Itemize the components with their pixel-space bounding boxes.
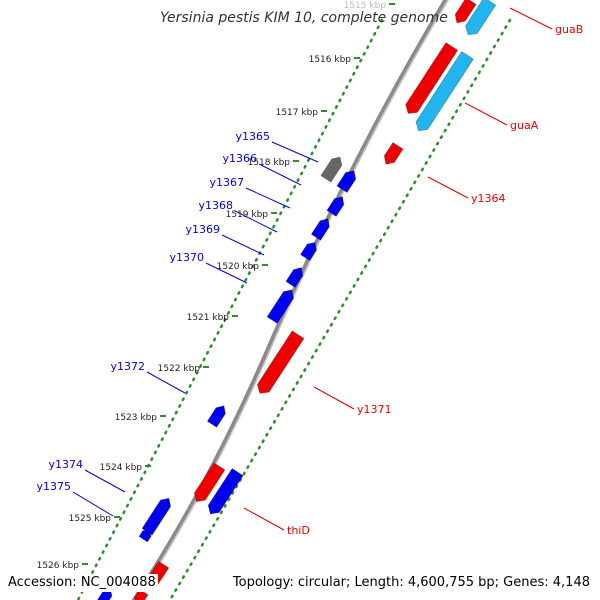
kbp-label: 1520 kbp: [217, 262, 260, 272]
forward-gene-glyph-shape: [326, 196, 345, 217]
gene-label-y1364[interactable]: y1364: [471, 192, 506, 205]
gene-leader-line: [146, 371, 186, 394]
position-tick-track: [76, 18, 384, 600]
reverse-gene-glyph-shape: [405, 42, 459, 114]
kbp-label: 1519 kbp: [226, 210, 269, 220]
gene-label-y1372[interactable]: y1372: [110, 360, 145, 373]
gene-leader-line: [243, 507, 285, 531]
accession-label: Accession: NC_004088: [6, 574, 158, 592]
forward-gene-glyph-shape: [336, 170, 357, 193]
forward-gene-glyph-shape: [310, 218, 330, 241]
gene-label-guaA[interactable]: guaA: [510, 119, 539, 132]
reverse-gene-glyph-shape: [383, 142, 404, 165]
gene-leader-line: [221, 234, 265, 256]
forward-gene-glyph: [336, 170, 357, 193]
cyan-track-glyph: [465, 0, 497, 36]
reverse-gene-glyph: [194, 462, 226, 502]
gene-leader-line: [258, 163, 302, 186]
reverse-gene-glyph-shape: [194, 462, 226, 502]
gene-leader-line: [205, 262, 248, 284]
reverse-gene-glyph: [207, 468, 244, 515]
forward-gene-glyph-shape: [320, 156, 343, 183]
kbp-label: 1524 kbp: [100, 463, 143, 473]
gene-leader-line: [271, 141, 319, 163]
kbp-label: 1525 kbp: [69, 514, 112, 524]
kbp-label: 1516 kbp: [309, 55, 352, 65]
forward-gene-glyph: [141, 497, 171, 536]
cyan-track-glyph-shape: [465, 0, 497, 36]
forward-gene-glyph: [206, 405, 226, 428]
gene-label-y1365[interactable]: y1365: [235, 130, 270, 143]
gene-label-y1371[interactable]: y1371: [357, 403, 392, 416]
summary-label: Topology: circular; Length: 4,600,755 bp…: [230, 574, 592, 592]
reverse-gene-glyph: [257, 330, 305, 394]
outer-tick-track: [168, 18, 512, 600]
gene-label-thiD[interactable]: thiD: [287, 524, 310, 537]
forward-gene-glyph: [285, 267, 304, 288]
gene-leader-line: [313, 386, 355, 410]
gene-label-y1370[interactable]: y1370: [169, 251, 204, 264]
gene-label-y1369[interactable]: y1369: [185, 223, 220, 236]
forward-gene-glyph: [320, 156, 343, 183]
cyan-track-glyph-shape: [415, 51, 474, 132]
forward-gene-glyph-shape: [206, 405, 226, 428]
gene-leader-line: [234, 210, 278, 233]
forward-gene-glyph-shape: [285, 267, 304, 288]
kbp-label: 1517 kbp: [276, 108, 319, 118]
gene-leader-line: [245, 187, 291, 209]
gene-label-y1368[interactable]: y1368: [198, 199, 233, 212]
kbp-label: 1521 kbp: [187, 313, 230, 323]
genome-backbone: [131, 0, 449, 600]
forward-gene-glyph: [326, 196, 345, 217]
reverse-gene-glyph-shape: [454, 0, 477, 24]
reverse-gene-glyph-shape: [257, 330, 305, 394]
map-title: Yersinia pestis KIM 10, complete genome: [160, 10, 448, 26]
gene-label-y1366[interactable]: y1366: [222, 152, 257, 165]
forward-gene-glyph: [310, 218, 330, 241]
forward-gene-glyph-shape: [300, 242, 317, 261]
genome-backbone-highlight: [135, 0, 449, 600]
gene-label-y1374[interactable]: y1374: [48, 458, 83, 471]
forward-gene-glyph-shape: [266, 289, 294, 324]
kbp-label: 1515 kbp: [344, 1, 387, 11]
gene-label-y1375[interactable]: y1375: [36, 480, 71, 493]
gene-leader-line: [464, 102, 508, 126]
gene-leader-line: [84, 469, 126, 493]
reverse-gene-glyph: [383, 142, 404, 165]
kbp-label: 1523 kbp: [115, 413, 158, 423]
kbp-label: 1518 kbp: [248, 158, 291, 168]
reverse-gene-glyph-shape: [207, 468, 244, 515]
kbp-label: 1522 kbp: [158, 364, 201, 374]
gene-label-y1367[interactable]: y1367: [209, 176, 244, 189]
gene-label-guaB[interactable]: guaB: [555, 23, 583, 36]
cyan-track-glyph: [415, 51, 474, 132]
reverse-gene-glyph: [454, 0, 477, 24]
kbp-label: 1526 kbp: [37, 561, 80, 571]
forward-gene-glyph: [300, 242, 317, 261]
forward-gene-glyph: [266, 289, 294, 324]
reverse-gene-glyph: [405, 42, 459, 114]
gene-leader-line: [72, 491, 114, 517]
gene-leader-line: [427, 176, 469, 199]
forward-gene-glyph: [138, 530, 152, 543]
gene-leader-line: [509, 7, 553, 30]
forward-gene-glyph-shape: [141, 497, 171, 536]
forward-gene-glyph-shape: [138, 530, 152, 543]
